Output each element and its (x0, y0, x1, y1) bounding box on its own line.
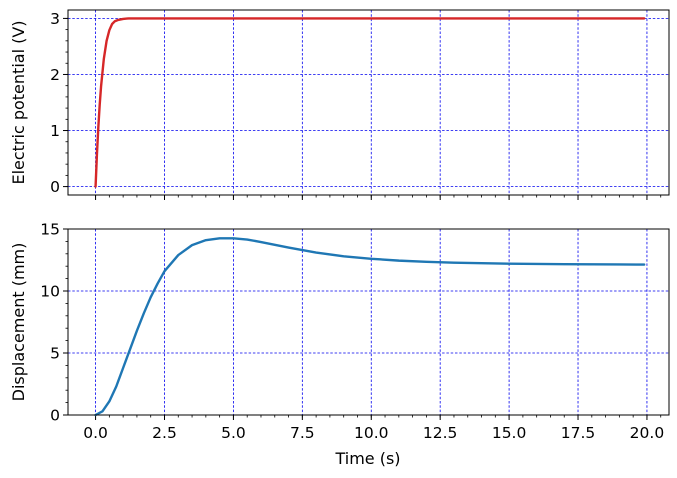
y-tick-label: 15 (40, 221, 60, 239)
y-tick-label: 5 (50, 345, 60, 363)
y-tick-label: 0 (50, 178, 60, 196)
y-axis-title: Electric potential (V) (9, 20, 28, 184)
series-line (94, 17, 646, 188)
x-axis-title: Time (s) (334, 449, 400, 468)
y-tick-label: 3 (50, 10, 60, 28)
x-tick-label: 12.5 (423, 424, 458, 442)
x-tick-label: 7.5 (290, 424, 315, 442)
x-tick-label: 0.0 (83, 424, 108, 442)
x-tick-label: 10.0 (354, 424, 389, 442)
y-tick-label: 0 (50, 407, 60, 425)
chart-panel-2: 0.0 2.5 5.0 7.5 10.0 12.5 15.0 17.5 20.0 0 5 10 15 Di… (9, 221, 670, 468)
y-tick-label: 10 (40, 283, 60, 301)
chart-panel-1: 0 1 2 3 Electric potential (V) (9, 9, 670, 200)
x-tick-label: 15.0 (492, 424, 527, 442)
y-tick-label: 1 (50, 122, 60, 140)
plot-frame (67, 228, 670, 416)
series-line (94, 237, 646, 417)
x-tick-label: 5.0 (221, 424, 246, 442)
x-tick-label: 17.5 (561, 424, 596, 442)
x-tick-label: 2.5 (152, 424, 177, 442)
y-tick-label: 2 (50, 66, 60, 84)
y-axis-title: Displacement (mm) (9, 243, 28, 402)
plot-frame (67, 9, 670, 196)
x-tick-label: 20.0 (630, 424, 665, 442)
